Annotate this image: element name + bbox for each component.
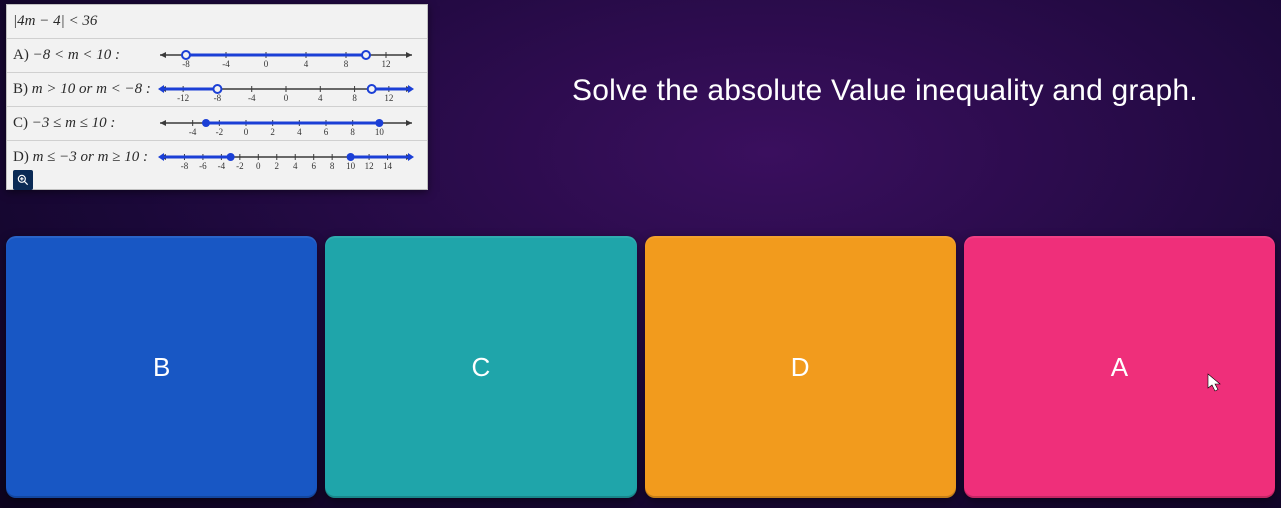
option-label: D) m ≤ −3 or m ≥ 10 : [13, 150, 153, 166]
inequality-text: |4m − 4| < 36 [13, 14, 153, 30]
option-row: D) m ≤ −3 or m ≥ 10 : -8 -6 -4 -2 0 2 4 6 8 10 12 14 [7, 141, 427, 175]
number-line: -12 -8 -4 0 4 8 12 [153, 75, 419, 105]
question-prompt: Solve the absolute Value inequality and … [572, 74, 1273, 108]
svg-text:-4: -4 [248, 93, 256, 103]
svg-text:8: 8 [344, 59, 349, 69]
svg-text:12: 12 [384, 93, 393, 103]
svg-text:10: 10 [346, 161, 356, 171]
answer-tile-label: D [791, 352, 810, 383]
svg-text:4: 4 [318, 93, 323, 103]
option-label: A) −8 < m < 10 : [13, 48, 153, 64]
answer-tile-b[interactable]: B [6, 236, 317, 498]
answer-grid: BCDA [2, 236, 1279, 498]
option-row: A) −8 < m < 10 : -8 -4 0 4 8 12 [7, 39, 427, 73]
svg-text:10: 10 [375, 127, 385, 137]
answer-tile-label: C [471, 352, 490, 383]
question-card: |4m − 4| < 36 A) −8 < m < 10 :-8-404812B… [6, 4, 428, 190]
inequality-row: |4m − 4| < 36 [7, 5, 427, 39]
zoom-icon[interactable] [13, 170, 33, 190]
option-row: B) m > 10 or m < −8 : -12 -8 -4 0 4 8 12 [7, 73, 427, 107]
svg-text:-8: -8 [181, 161, 189, 171]
svg-text:-2: -2 [216, 127, 224, 137]
svg-text:2: 2 [270, 127, 275, 137]
svg-text:12: 12 [365, 161, 374, 171]
svg-text:8: 8 [352, 93, 357, 103]
svg-text:-8: -8 [214, 93, 222, 103]
svg-text:12: 12 [382, 59, 391, 69]
svg-text:14: 14 [383, 161, 393, 171]
number-line: -4 -2 0 2 4 6 8 10 [153, 109, 419, 139]
answer-tile-a[interactable]: A [964, 236, 1275, 498]
svg-text:2: 2 [275, 161, 280, 171]
svg-text:-4: -4 [189, 127, 197, 137]
option-label: B) m > 10 or m < −8 : [13, 82, 153, 98]
svg-text:4: 4 [304, 59, 309, 69]
svg-text:-4: -4 [218, 161, 226, 171]
svg-text:4: 4 [297, 127, 302, 137]
svg-text:-12: -12 [177, 93, 189, 103]
svg-text:0: 0 [264, 59, 269, 69]
svg-text:-6: -6 [199, 161, 207, 171]
number-line: -8 -4 0 4 8 12 [153, 41, 419, 71]
answer-tile-label: B [153, 352, 170, 383]
svg-text:0: 0 [244, 127, 249, 137]
option-row: C) −3 ≤ m ≤ 10 : -4 -2 0 2 4 6 8 10 [7, 107, 427, 141]
svg-text:8: 8 [330, 161, 335, 171]
svg-text:6: 6 [324, 127, 329, 137]
svg-text:4: 4 [293, 161, 298, 171]
number-line: -8 -6 -4 -2 0 2 4 6 8 10 12 14 [153, 143, 419, 173]
answer-tile-d[interactable]: D [645, 236, 956, 498]
svg-text:-8: -8 [182, 59, 190, 69]
svg-text:-2: -2 [236, 161, 244, 171]
option-label: C) −3 ≤ m ≤ 10 : [13, 116, 153, 132]
svg-text:8: 8 [350, 127, 355, 137]
answer-tile-c[interactable]: C [325, 236, 636, 498]
svg-text:0: 0 [256, 161, 261, 171]
svg-text:6: 6 [311, 161, 316, 171]
answer-tile-label: A [1111, 352, 1128, 383]
svg-text:0: 0 [284, 93, 289, 103]
svg-text:-4: -4 [222, 59, 230, 69]
